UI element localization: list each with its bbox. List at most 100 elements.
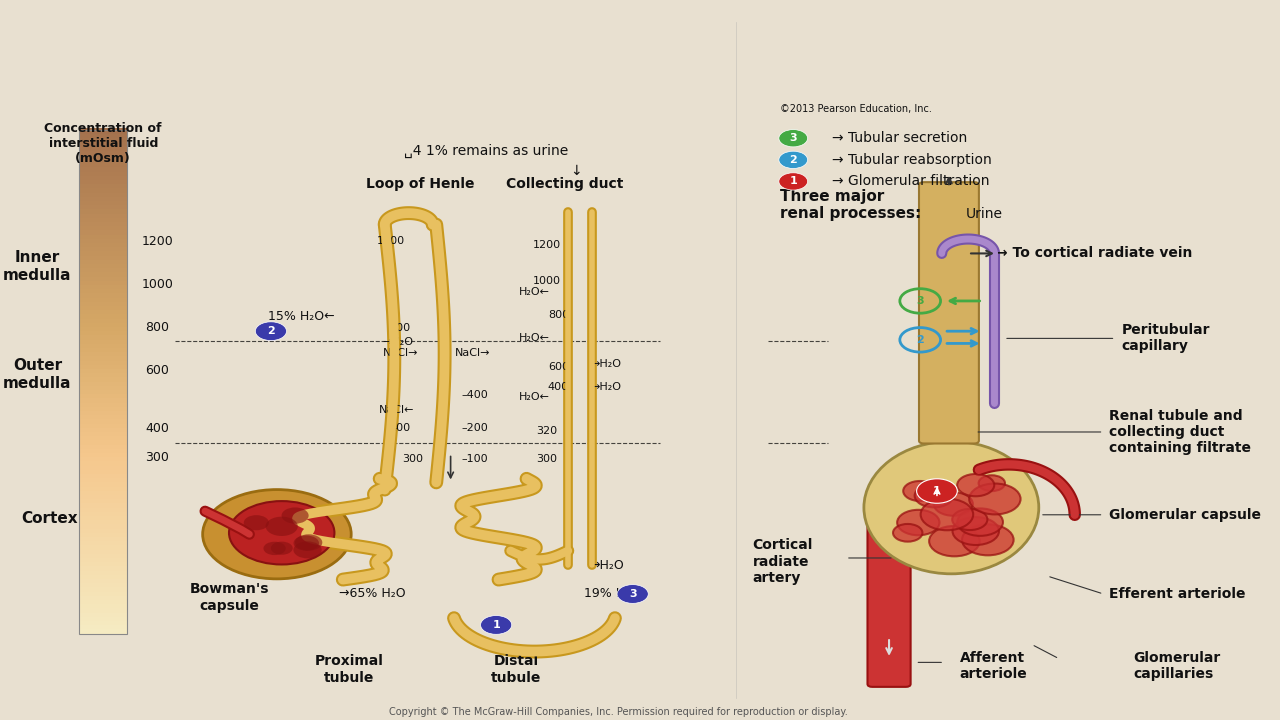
Text: → To cortical radiate vein: → To cortical radiate vein <box>996 246 1192 261</box>
Bar <box>79 187 127 192</box>
Bar <box>79 296 127 302</box>
Text: Distal
tubule: Distal tubule <box>492 654 541 685</box>
Text: 1: 1 <box>493 620 500 630</box>
Bar <box>79 405 127 411</box>
Text: 1200: 1200 <box>532 240 561 250</box>
Bar <box>79 611 127 617</box>
Text: 2: 2 <box>916 335 924 345</box>
Bar <box>79 557 127 562</box>
Bar <box>79 544 127 549</box>
Bar <box>79 392 127 398</box>
Text: Outer
medulla: Outer medulla <box>3 358 72 390</box>
Text: 2: 2 <box>790 155 797 165</box>
Bar <box>79 258 127 264</box>
Circle shape <box>929 526 979 557</box>
Bar <box>79 158 127 163</box>
Bar <box>79 527 127 533</box>
Bar <box>79 518 127 524</box>
Bar <box>79 502 127 508</box>
Bar <box>79 367 127 373</box>
Bar <box>79 435 127 441</box>
Bar <box>79 481 127 487</box>
Circle shape <box>904 481 937 501</box>
Bar <box>79 464 127 469</box>
Bar <box>79 137 127 142</box>
Bar <box>79 397 127 402</box>
Text: Peritubular
capillary: Peritubular capillary <box>1121 323 1210 354</box>
Bar <box>79 229 127 235</box>
Bar <box>79 493 127 499</box>
Text: 400: 400 <box>548 382 570 392</box>
Bar <box>79 422 127 428</box>
Text: 300: 300 <box>402 454 422 464</box>
Bar <box>79 472 127 478</box>
Bar <box>79 225 127 230</box>
Text: Glomerular
capillaries: Glomerular capillaries <box>1133 651 1221 681</box>
Bar <box>79 468 127 474</box>
Text: Collecting duct: Collecting duct <box>506 176 623 191</box>
Text: 1000: 1000 <box>141 278 173 291</box>
Bar <box>79 384 127 390</box>
Bar <box>79 128 127 134</box>
Bar <box>79 179 127 184</box>
Bar <box>79 321 127 327</box>
Text: →H₂O: →H₂O <box>383 337 413 347</box>
Bar <box>79 355 127 361</box>
Circle shape <box>933 492 973 516</box>
Bar <box>79 208 127 214</box>
Bar <box>79 477 127 482</box>
Bar <box>79 418 127 423</box>
Bar <box>79 162 127 167</box>
Bar <box>79 447 127 453</box>
Circle shape <box>271 541 293 555</box>
Bar <box>79 460 127 466</box>
Bar <box>79 380 127 386</box>
Bar <box>79 183 127 189</box>
Circle shape <box>266 517 298 536</box>
Text: Urine: Urine <box>965 207 1002 221</box>
Text: NaCl→: NaCl→ <box>454 348 490 358</box>
Bar <box>79 410 127 415</box>
Text: 1: 1 <box>933 486 941 496</box>
Bar <box>79 594 127 600</box>
Bar <box>79 199 127 205</box>
Circle shape <box>202 490 351 579</box>
Bar <box>79 305 127 310</box>
Text: Inner
medulla: Inner medulla <box>3 250 72 282</box>
Bar <box>79 195 127 201</box>
Text: –200: –200 <box>461 423 488 433</box>
Bar <box>79 498 127 503</box>
Bar <box>79 565 127 570</box>
Bar <box>79 346 127 352</box>
Text: Proximal
tubule: Proximal tubule <box>315 654 383 685</box>
Bar <box>79 149 127 155</box>
FancyBboxPatch shape <box>919 182 979 444</box>
Text: 400: 400 <box>145 422 169 435</box>
Bar <box>79 619 127 625</box>
Bar <box>79 351 127 356</box>
Text: Renal tubule and
collecting duct
containing filtrate: Renal tubule and collecting duct contain… <box>1110 409 1252 455</box>
Bar <box>79 284 127 289</box>
Bar <box>79 130 127 634</box>
Text: H₂O←: H₂O← <box>518 392 550 402</box>
Bar <box>79 389 127 394</box>
Text: →65% H₂O: →65% H₂O <box>339 588 406 600</box>
Text: 19% H₂O: 19% H₂O <box>585 588 640 600</box>
Circle shape <box>915 484 954 508</box>
Bar <box>79 401 127 407</box>
Bar <box>79 279 127 285</box>
Bar <box>79 443 127 449</box>
Bar <box>79 140 127 146</box>
Bar <box>79 325 127 331</box>
Text: Three major
renal processes:: Three major renal processes: <box>780 189 922 221</box>
Bar <box>79 233 127 239</box>
Bar <box>79 313 127 318</box>
Bar <box>79 342 127 348</box>
Bar <box>79 364 127 369</box>
Text: NaCl→: NaCl→ <box>383 348 419 358</box>
Circle shape <box>952 509 987 530</box>
Bar <box>79 191 127 197</box>
Text: Bowman's
capsule: Bowman's capsule <box>189 582 269 613</box>
Text: Concentration of
interstitial fluid
(mOsm): Concentration of interstitial fluid (mOs… <box>45 122 163 166</box>
Text: 1200: 1200 <box>141 235 173 248</box>
